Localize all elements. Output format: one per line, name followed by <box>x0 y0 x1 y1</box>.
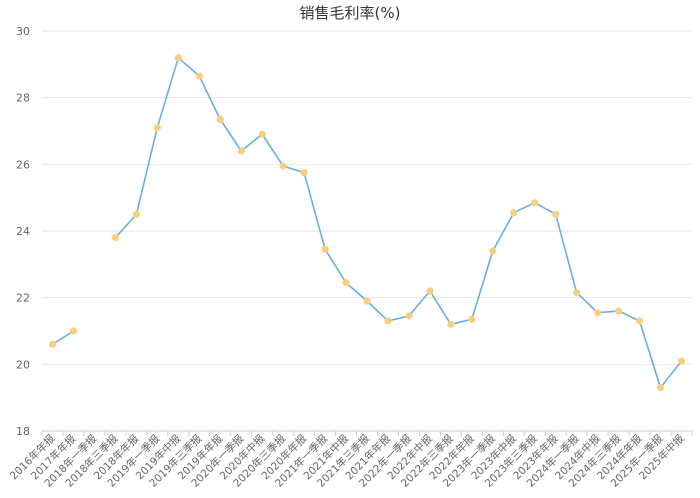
data-point[interactable] <box>594 309 602 317</box>
data-point[interactable] <box>531 199 539 207</box>
data-point[interactable] <box>69 327 78 335</box>
y-tick-label: 30 <box>16 25 30 38</box>
data-point[interactable] <box>279 162 287 170</box>
y-tick-label: 26 <box>16 158 30 171</box>
axes <box>41 430 693 436</box>
data-point[interactable] <box>552 210 560 218</box>
data-point[interactable] <box>384 317 392 325</box>
series-line <box>52 56 683 389</box>
data-points <box>48 54 686 392</box>
data-point[interactable] <box>237 147 245 155</box>
data-point[interactable] <box>174 54 182 62</box>
gridlines <box>42 30 692 365</box>
data-point[interactable] <box>677 357 686 365</box>
y-tick-label: 18 <box>16 425 30 438</box>
data-point[interactable] <box>153 124 161 132</box>
data-point[interactable] <box>615 307 623 315</box>
data-point[interactable] <box>489 247 497 255</box>
data-point[interactable] <box>111 234 119 242</box>
data-point[interactable] <box>300 169 308 177</box>
data-point[interactable] <box>405 312 413 320</box>
y-tick-labels: 18 20 22 24 26 28 30 <box>16 25 30 438</box>
data-point[interactable] <box>635 317 644 325</box>
data-point[interactable] <box>216 115 224 123</box>
y-tick-label: 28 <box>16 92 30 105</box>
data-point[interactable] <box>342 279 350 287</box>
y-tick-label: 24 <box>16 225 30 238</box>
data-point[interactable] <box>468 315 476 323</box>
data-point[interactable] <box>321 245 329 253</box>
series-line-segment <box>114 56 683 389</box>
x-tick-labels: 2016年年报2017年年报2018年一季报2018年三季报2018年年报201… <box>7 432 687 490</box>
data-point[interactable] <box>426 287 434 295</box>
data-point[interactable] <box>258 130 266 138</box>
y-tick-label: 22 <box>16 292 30 305</box>
data-point[interactable] <box>447 320 455 328</box>
y-tick-label: 20 <box>16 358 30 371</box>
chart-title: 销售毛利率(%) <box>299 4 401 22</box>
data-point[interactable] <box>510 209 518 217</box>
data-point[interactable] <box>195 72 203 80</box>
data-point[interactable] <box>573 289 581 297</box>
data-point[interactable] <box>132 210 140 218</box>
data-point[interactable] <box>363 297 371 305</box>
data-point[interactable] <box>656 384 665 392</box>
series-line-segment <box>52 330 74 345</box>
data-point[interactable] <box>48 340 57 348</box>
